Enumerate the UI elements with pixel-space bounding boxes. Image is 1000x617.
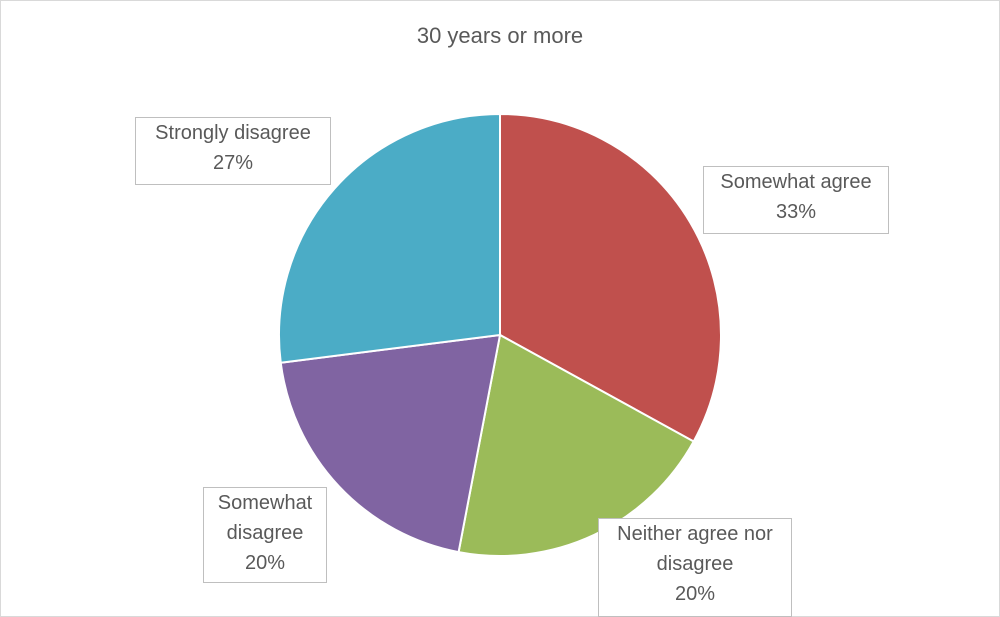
pie-slice (499, 112, 722, 443)
category-label: Neither agree nor disagree (617, 523, 773, 575)
value-label: 33% (775, 201, 817, 223)
category-label: Somewhat agree (720, 171, 872, 193)
pie-slice (278, 112, 501, 364)
chart-title: 30 years or more (417, 23, 583, 48)
data-label: Somewhat disagree 20% (203, 487, 327, 583)
value-label: 27% (212, 152, 254, 174)
data-label: Neither agree nor disagree 20% (598, 518, 792, 617)
value-label: 20% (674, 583, 716, 605)
value-label: 20% (244, 552, 286, 574)
category-label: Somewhat disagree (217, 492, 313, 544)
category-label: Strongly disagree (155, 122, 311, 144)
data-label: Strongly disagree 27% (135, 117, 331, 185)
pie-slice (279, 333, 502, 554)
data-label: Somewhat agree 33% (703, 166, 889, 234)
pie-slice (457, 333, 696, 557)
